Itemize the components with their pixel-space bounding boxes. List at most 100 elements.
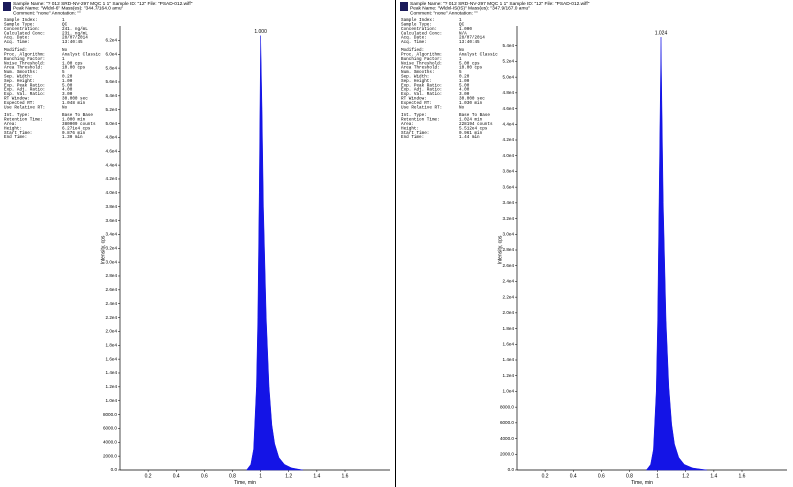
peak-label: 1.024 bbox=[655, 30, 668, 36]
y-tick-label: 3.0e4 bbox=[106, 259, 118, 264]
param-key: Sample Index: bbox=[4, 18, 38, 23]
y-tick-label: 1.4e4 bbox=[106, 370, 118, 375]
param-value: Analyst Classic bbox=[459, 52, 498, 57]
y-tick-label: 1.0e4 bbox=[503, 389, 515, 394]
y-axis-label: Intensity, cps bbox=[497, 235, 503, 264]
param-value: 5.00 cps bbox=[459, 61, 480, 66]
x-tick-label: 0.8 bbox=[229, 473, 236, 479]
param-value: 5 bbox=[62, 70, 65, 75]
y-tick-label: 5.2e4 bbox=[503, 59, 515, 64]
param-value: 241. ng/mL bbox=[62, 27, 88, 32]
x-tick-label: 1.6 bbox=[739, 473, 746, 479]
y-tick-label: 4.0e4 bbox=[106, 190, 118, 195]
param-key: Acq. Date: bbox=[4, 36, 30, 41]
param-key: RT Window: bbox=[4, 96, 30, 101]
param-value: 4.00 bbox=[459, 88, 470, 93]
x-tick-label: 1.2 bbox=[682, 473, 689, 479]
x-tick-label: 0.6 bbox=[201, 473, 208, 479]
param-key: Concentration: bbox=[401, 27, 437, 32]
param-key: Exp. Peak Ratio: bbox=[401, 83, 442, 88]
param-key: Retention Time: bbox=[4, 118, 43, 123]
param-value: 1.00 cps bbox=[62, 61, 83, 66]
param-key: Noise Threshold: bbox=[4, 61, 45, 66]
param-value: 3.00 bbox=[62, 92, 73, 97]
param-value: 30.000 sec bbox=[62, 96, 88, 101]
param-key: Use Relative RT: bbox=[401, 105, 442, 110]
peak-area bbox=[246, 35, 303, 471]
param-value: 1.000 min bbox=[62, 118, 86, 123]
y-tick-label: 4.6e4 bbox=[106, 148, 118, 153]
y-tick-label: 1.8e4 bbox=[106, 342, 118, 347]
y-tick-label: 2.0e4 bbox=[106, 329, 118, 334]
y-tick-label: 3.8e4 bbox=[503, 169, 515, 174]
param-value: 1.024 min bbox=[459, 118, 483, 123]
param-value: 4.00 bbox=[62, 88, 73, 93]
header-line: Sample Name: "? 012 SRD-NV-297 MQC 1 1" … bbox=[410, 1, 590, 7]
param-key: Acq. Time: bbox=[401, 40, 427, 45]
param-key: Area: bbox=[4, 122, 17, 127]
y-tick-label: 3.4e4 bbox=[503, 200, 515, 205]
param-key: Sep. Height: bbox=[4, 79, 35, 84]
param-value: Base To Base bbox=[62, 113, 93, 118]
param-key: Acq. Time: bbox=[4, 40, 30, 45]
param-key: Start Time: bbox=[401, 131, 429, 136]
x-axis-label: Time, min bbox=[234, 480, 256, 486]
y-tick-label: 3.0e4 bbox=[503, 232, 515, 237]
x-tick-label: 1 bbox=[656, 473, 659, 479]
x-tick-label: 0.2 bbox=[542, 473, 549, 479]
param-key: Int. Type: bbox=[4, 113, 30, 118]
param-value: 0.20 bbox=[459, 74, 470, 79]
param-value: 13:40:45 bbox=[62, 40, 83, 45]
param-key: Expected RT: bbox=[401, 101, 432, 106]
peak-area bbox=[645, 37, 707, 471]
y-tick-label: 6000.0 bbox=[500, 420, 514, 425]
x-tick-label: 0.4 bbox=[173, 473, 180, 479]
param-value: No bbox=[459, 105, 465, 110]
param-value: 10.00 cps bbox=[459, 66, 483, 71]
x-tick-label: 1.4 bbox=[710, 473, 717, 479]
param-value: 0.961 min bbox=[459, 131, 483, 136]
y-tick-label: 4.6e4 bbox=[503, 106, 515, 111]
param-value: 28/07/2014 bbox=[459, 36, 485, 41]
param-key: End Time: bbox=[401, 135, 424, 140]
param-value: 1.000 bbox=[459, 27, 472, 32]
param-key: Start Time: bbox=[4, 131, 32, 136]
param-value: No bbox=[62, 105, 68, 110]
y-tick-label: 5.0e4 bbox=[106, 121, 118, 126]
header-line: Peak Name: "Wldxl-IS(IS)" Mass(es): "347… bbox=[410, 6, 530, 12]
y-tick-label: 2.8e4 bbox=[106, 273, 118, 278]
y-tick-label: 2.6e4 bbox=[106, 287, 118, 292]
param-key: Noise Threshold: bbox=[401, 61, 442, 66]
param-key: Modified: bbox=[4, 48, 27, 53]
y-tick-label: 1.6e4 bbox=[106, 356, 118, 361]
y-tick-label: 0.0 bbox=[508, 467, 515, 472]
y-tick-label: 1.0e4 bbox=[106, 398, 118, 403]
y-tick-label: 1.2e4 bbox=[106, 384, 118, 389]
y-tick-label: 6.2e4 bbox=[106, 38, 118, 43]
param-value: 28/07/2014 bbox=[62, 36, 88, 41]
param-value: 0.876 min bbox=[62, 131, 86, 136]
y-tick-label: 5.0e4 bbox=[503, 74, 515, 79]
peak-label: 1.000 bbox=[254, 29, 267, 35]
y-tick-label: 2.8e4 bbox=[503, 247, 515, 252]
y-tick-label: 6.0e4 bbox=[106, 51, 118, 56]
header-line: Peak Name: "Wldxl-6" Mass(es): "344.7/16… bbox=[13, 6, 124, 12]
y-tick-label: 2000.0 bbox=[103, 453, 117, 458]
param-key: Area: bbox=[401, 122, 414, 127]
param-value: Analyst Classic bbox=[62, 52, 101, 57]
param-value: 10.00 cps bbox=[62, 66, 86, 71]
y-tick-label: 4.4e4 bbox=[106, 162, 118, 167]
param-key: Sep. Height: bbox=[401, 79, 432, 84]
param-key: Calculated Conc: bbox=[4, 31, 45, 36]
y-tick-label: 2.6e4 bbox=[503, 263, 515, 268]
y-tick-label: 5.4e4 bbox=[106, 93, 118, 98]
y-tick-label: 4.4e4 bbox=[503, 122, 515, 127]
x-tick-label: 1.6 bbox=[342, 473, 349, 479]
param-key: Height: bbox=[4, 126, 22, 131]
y-tick-label: 5.4e4 bbox=[503, 43, 515, 48]
y-tick-label: 3.2e4 bbox=[106, 245, 118, 250]
param-value: QC bbox=[62, 23, 68, 28]
param-key: Sample Index: bbox=[401, 18, 435, 23]
